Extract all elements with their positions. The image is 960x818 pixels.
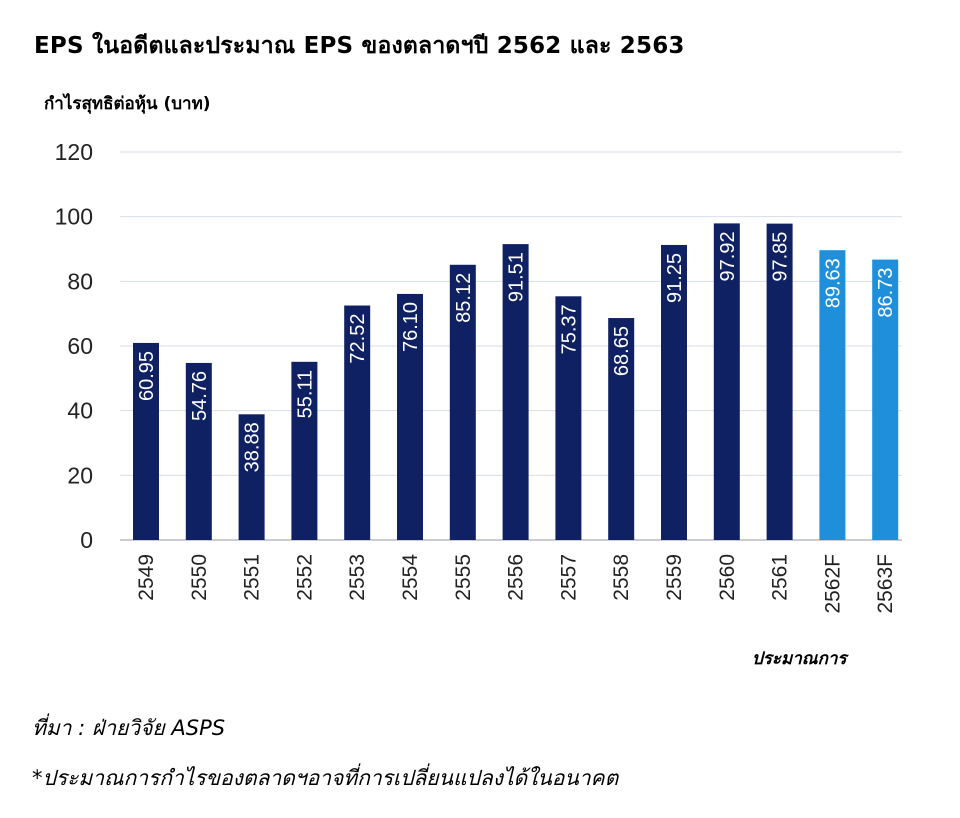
bar [185, 362, 212, 540]
bar-value-label: 89.63 [822, 258, 844, 308]
x-tick-label: 2550 [188, 554, 211, 601]
bar-value-label: 86.73 [875, 268, 897, 318]
y-tick-label: 40 [67, 398, 93, 424]
bar [291, 361, 318, 540]
bar [133, 342, 159, 540]
bar-value-label: 91.25 [664, 253, 686, 303]
bar-value-label: 55.11 [294, 370, 316, 419]
bar-value-label: 97.85 [770, 232, 792, 282]
bar-value-label: 72.52 [347, 314, 369, 364]
chart-title: EPS ในอดีตและประมาณ EPS ของตลาดฯปี 2562 … [34, 33, 685, 59]
forecast-note: ประมาณการ [752, 649, 847, 669]
bar-value-label: 75.37 [558, 304, 580, 354]
x-tick-label: 2553 [346, 554, 369, 601]
x-tick-label: 2558 [610, 554, 633, 601]
bar [344, 305, 371, 540]
bar-value-label: 38.88 [242, 422, 264, 472]
bar-value-label: 54.76 [189, 371, 211, 421]
x-tick-label: 2551 [241, 554, 264, 601]
bar-chart: 0 20 40 60 80 100 120 60.95 54.76 38.88 55.11 72.5… [55, 139, 902, 614]
x-tick-label: 2559 [663, 554, 686, 601]
bar [397, 293, 423, 540]
bar [449, 264, 476, 540]
bar-value-label: 85.12 [453, 273, 475, 323]
x-tick-label: 2560 [716, 554, 739, 601]
bar-value-labels: 60.95 54.76 38.88 55.11 72.52 76.10 85.12 91.51… [136, 231, 897, 472]
bar-value-label: 68.65 [611, 326, 633, 376]
x-tick-label: 2557 [557, 554, 580, 601]
x-tick-label: 2563F [874, 554, 897, 614]
y-tick-label: 0 [80, 527, 93, 553]
x-tick-label: 2561 [769, 554, 792, 601]
y-tick-label: 100 [55, 204, 93, 230]
bar [502, 244, 529, 540]
bar [608, 318, 635, 540]
bar [872, 259, 899, 540]
y-tick-label: 60 [67, 333, 93, 359]
y-tick-label: 20 [67, 462, 93, 488]
x-axis-ticks: 2549 2550 2551 2552 2553 2554 2555 2556 2557 2558… [135, 554, 897, 614]
bar [555, 296, 582, 540]
y-tick-label: 120 [55, 139, 93, 165]
bar [238, 414, 265, 540]
bars [133, 223, 899, 541]
x-tick-label: 2555 [452, 554, 475, 601]
bar-value-label: 60.95 [136, 351, 158, 401]
bar [661, 244, 687, 541]
x-tick-label: 2554 [399, 554, 422, 601]
bar [713, 223, 740, 540]
y-tick-label: 80 [67, 268, 93, 294]
x-tick-label: 2562F [821, 554, 844, 614]
x-tick-label: 2552 [293, 554, 316, 601]
bar [819, 250, 846, 540]
y-axis-ticks: 0 20 40 60 80 100 120 [55, 139, 93, 553]
source-note: ที่มา : ฝ่ายวิจัย ASPS [32, 716, 226, 740]
x-tick-label: 2549 [135, 554, 158, 601]
y-axis-label: กำไรสุทธิต่อหุ้น (บาท) [44, 94, 211, 114]
bar-value-label: 91.51 [506, 252, 528, 302]
disclaimer-note: *ประมาณการกำไรของตลาดฯอาจที่การเปลี่ยนแป… [32, 766, 619, 790]
bar [766, 223, 793, 540]
bar-value-label: 76.10 [400, 302, 422, 352]
bar-value-label: 97.92 [717, 231, 739, 281]
x-tick-label: 2556 [505, 554, 528, 601]
